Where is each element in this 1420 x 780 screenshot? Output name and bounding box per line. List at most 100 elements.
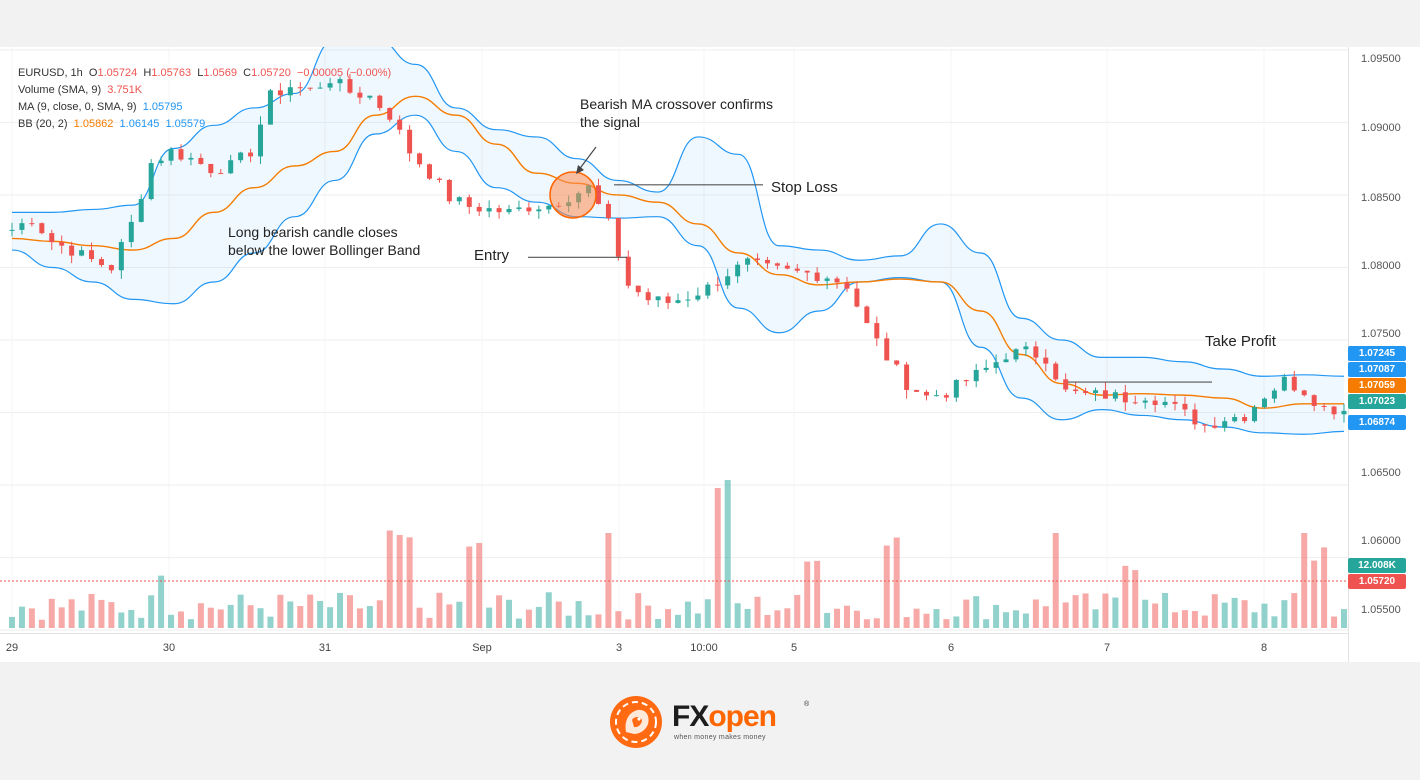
volume-bar [1022,613,1029,628]
volume-bar [1331,616,1338,628]
candle-body [1232,417,1238,422]
candle-body [1132,402,1138,404]
bollinger-fill [12,47,1344,435]
candle-body [685,299,691,301]
candle-body [486,208,492,212]
volume-bar [1042,606,1049,628]
candle-body [973,369,979,382]
candle-body [1341,410,1347,415]
candle-body [774,263,780,266]
candle-body [69,245,75,256]
legend-bb: BB (20, 2) 1.05862 1.06145 1.05579 [18,116,391,133]
candle-body [1003,359,1009,363]
volume-bar [1142,599,1149,628]
candle-body [198,157,204,164]
candle-body [953,380,959,398]
candle-body [804,270,810,273]
annotation-take-profit: Take Profit [1205,333,1276,350]
volume-bar [824,612,831,628]
candle-body [138,199,144,222]
legend-ma: MA (9, close, 0, SMA, 9) 1.05795 [18,99,391,116]
annotation-stop-loss: Stop Loss [771,179,838,196]
volume-bar [883,545,890,628]
candle-body [914,389,920,392]
volume-bar [396,535,403,628]
logo-registered: ® [804,701,810,708]
candle-body [1033,346,1039,358]
volume-bar [1241,600,1248,628]
candle-body [118,242,124,271]
logo-fx: FX [672,700,709,733]
candle-body [625,256,631,286]
volume-bar [1311,560,1318,628]
candle-body [496,208,502,213]
candle-body [248,152,254,157]
volume-bar [1072,595,1079,628]
volume-bar [1102,593,1109,628]
volume-bar [496,595,503,628]
candle-body [1242,417,1248,422]
volume-bar [943,619,950,628]
price-chart[interactable] [0,47,1348,633]
candle-body [1013,349,1019,360]
volume-bar [177,611,184,628]
volume-bar [684,601,691,628]
candle-body [417,153,423,165]
candle-body [1301,390,1307,396]
crossover-arrowhead [576,165,584,174]
volume-bar [1082,593,1089,628]
price-tag-bb-lower: 1.06874 [1348,415,1406,430]
volume-bar [366,606,373,628]
volume-bar [993,604,1000,628]
time-label: Sep [472,642,492,654]
volume-bar [1191,611,1198,628]
candle-body [98,259,104,266]
volume-bar [38,619,45,628]
legend-high-label: H [143,67,152,79]
volume-bar [694,613,701,628]
volume-bar [843,605,850,628]
fxopen-logo[interactable]: FXopen ® when money makes money [608,694,848,754]
candle-body [665,296,671,303]
candle-body [168,149,174,161]
price-axis[interactable]: 1.09500 1.09000 1.08500 1.08000 1.07500 … [1348,47,1420,662]
price-tick: 1.05500 [1361,604,1401,616]
candle-body [466,197,472,207]
candle-body [1023,346,1029,350]
candle-body [526,207,532,212]
volume-bar [168,614,175,628]
candle-body [635,285,641,293]
legend-open: 1.05724 [97,67,138,79]
candle-body [645,292,651,301]
volume-bar [555,601,562,628]
volume-bar [635,593,642,628]
candle-body [148,163,154,200]
volume-bar [1112,597,1119,628]
candle-body [108,265,114,271]
time-label: 8 [1260,642,1268,654]
candle-body [1222,421,1228,428]
volume-bar [1052,533,1059,628]
candle-body [1202,424,1208,426]
volume-bar [1181,610,1188,628]
volume-bar [1012,610,1019,628]
volume-bar [227,604,234,628]
candle-body [655,296,661,301]
volume-bar [68,599,75,628]
volume-bar [774,610,781,628]
time-label: 31 [318,642,332,654]
candle-body [725,276,731,286]
volume-bar [98,599,105,628]
volume-bar [28,608,35,628]
time-axis[interactable]: 29 30 31 Sep 3 10:00 5 6 7 8 [0,633,1348,663]
legend-bb-basis: 1.05862 [73,118,114,130]
volume-bar [506,599,513,628]
legend-bb-lower: 1.05579 [165,118,206,130]
volume-bar [466,546,473,628]
price-tag-ma: 1.07087 [1348,362,1406,377]
candle-body [1102,390,1108,399]
volume-bar [1211,594,1218,628]
footer: FXopen ® when money makes money [0,662,1420,780]
chart-pane[interactable]: EURUSD, 1h O1.05724 H1.05763 L1.0569 C1.… [0,47,1348,662]
candle-body [258,124,264,157]
